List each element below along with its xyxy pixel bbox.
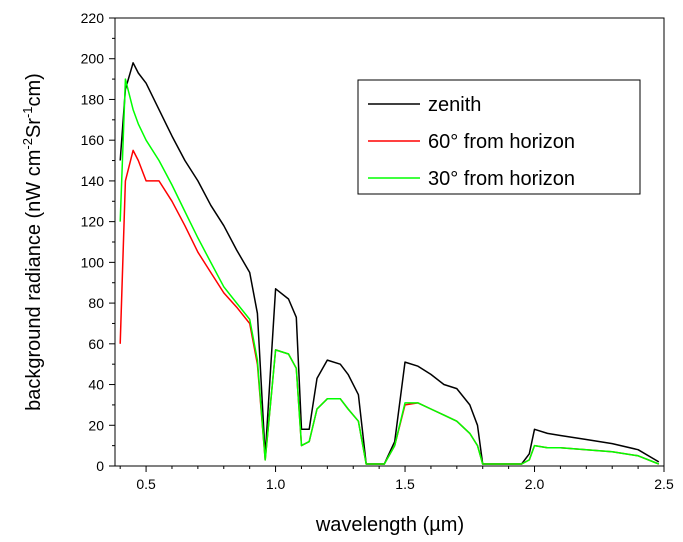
y-tick-label: 80 <box>88 295 104 311</box>
y-tick-label: 120 <box>81 214 105 230</box>
x-tick-label: 2.0 <box>525 476 545 492</box>
y-tick-label: 60 <box>88 336 104 352</box>
legend: zenith 60° from horizon 30° from horizon <box>357 79 641 195</box>
y-tick-label: 100 <box>81 254 105 270</box>
zenith-line <box>119 62 660 465</box>
x-axis-ticks: 0.5 1.0 1.5 2.0 2.5 <box>119 466 674 492</box>
y-tick-label: 40 <box>88 377 104 393</box>
y-tick-label: 160 <box>81 132 105 148</box>
y-tick-label: 180 <box>81 91 105 107</box>
y-axis-ticks: 0 20 40 60 80 100 120 140 160 180 200 220 <box>81 10 115 474</box>
x-axis-label-suffix: ) <box>457 514 464 536</box>
thirty-degree-line <box>119 78 660 465</box>
y-axis-label: background radiance (nW cm-2Sr-1cm) <box>20 73 45 411</box>
x-tick-label: 1.5 <box>395 476 415 492</box>
y-tick-label: 200 <box>81 51 105 67</box>
series-layer <box>119 62 660 465</box>
legend-box <box>357 79 641 195</box>
y-tick-label: 20 <box>88 417 104 433</box>
legend-label-zenith: zenith <box>428 94 481 116</box>
legend-label-30: 30° from horizon <box>428 168 575 190</box>
x-axis-label: wavelength (µm) <box>315 514 464 536</box>
y-tick-label: 0 <box>96 458 104 474</box>
y-axis-label-end: cm) <box>23 73 45 106</box>
y-axis-label-mid: Sr <box>23 118 45 138</box>
sixty-degree-line <box>119 149 660 465</box>
y-tick-label: 140 <box>81 173 105 189</box>
y-axis-label-sup2: -1 <box>20 106 35 118</box>
x-axis-label-unit: µm <box>429 514 457 536</box>
x-tick-label: 0.5 <box>136 476 156 492</box>
x-axis-label-prefix: wavelength ( <box>315 514 430 536</box>
x-tick-label: 2.5 <box>654 476 674 492</box>
y-axis-label-sup1: -2 <box>20 138 35 150</box>
x-tick-label: 1.0 <box>266 476 286 492</box>
y-tick-label: 220 <box>81 10 105 26</box>
y-axis-label-main: background radiance (nW cm <box>23 150 45 411</box>
legend-label-60: 60° from horizon <box>428 131 575 153</box>
